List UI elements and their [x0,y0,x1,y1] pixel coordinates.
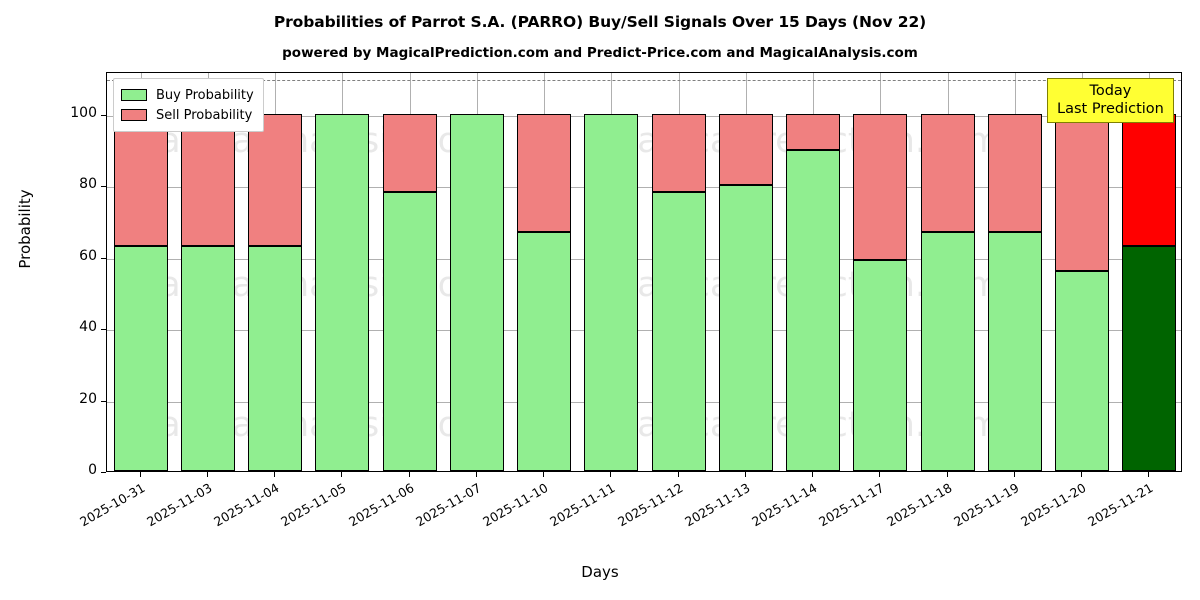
bar-group[interactable] [180,73,235,471]
bar-segment-buy[interactable] [113,246,168,471]
bar-segment-buy[interactable] [987,231,1042,471]
bar-segment-sell[interactable] [786,113,841,150]
bar-group[interactable] [987,73,1042,471]
legend-label-sell: Sell Probability [156,107,253,123]
x-axis-tick-mark [812,472,814,477]
x-axis-label: Days [581,563,619,581]
x-axis-tick-mark [139,472,141,477]
legend-label-buy: Buy Probability [156,87,254,103]
chart-subtitle: powered by MagicalPrediction.com and Pre… [282,45,918,61]
bar-group[interactable] [920,73,975,471]
bar-group[interactable] [113,73,168,471]
legend-swatch-buy [121,89,147,101]
bar-group[interactable] [248,73,303,471]
bar-group[interactable] [651,73,706,471]
bar-segment-buy[interactable] [584,113,639,471]
bar-segment-sell[interactable] [651,113,706,193]
gridline-horizontal [107,330,1181,332]
bar-group[interactable] [584,73,639,471]
gridline-horizontal [107,258,1181,260]
chart-legend: Buy Probability Sell Probability [113,78,264,132]
y-axis-tick-mark [101,329,106,331]
gridline-horizontal [107,401,1181,403]
y-axis-label: Probability [16,189,34,269]
bar-segment-buy[interactable] [853,260,908,471]
x-axis-tick-mark [610,472,612,477]
bar-group[interactable] [786,73,841,471]
bar-segment-buy[interactable] [1055,271,1110,471]
reference-line [107,80,1181,82]
bar-segment-buy[interactable] [651,192,706,471]
bar-segment-sell[interactable] [987,113,1042,232]
y-axis-tick-label: 100 [70,104,97,121]
x-axis-tick-mark [677,472,679,477]
y-axis-tick-mark [101,114,106,116]
bar-segment-buy[interactable] [786,149,841,471]
bar-group[interactable] [1122,73,1177,471]
bar-group[interactable] [853,73,908,471]
bar-segment-buy[interactable] [517,231,572,471]
bar-segment-sell[interactable] [517,113,572,232]
today-annotation-line1: Today [1089,83,1132,99]
x-axis-tick-mark [1148,472,1150,477]
x-axis-tick-mark [744,472,746,477]
x-axis-tick-mark [274,472,276,477]
x-axis-tick-mark [946,472,948,477]
bar-group[interactable] [315,73,370,471]
y-axis-tick-label: 80 [79,176,97,193]
legend-item-sell[interactable]: Sell Probability [121,105,254,125]
today-annotation: Today Last Prediction [1047,78,1174,124]
bar-group[interactable] [517,73,572,471]
bar-segment-sell[interactable] [248,113,303,246]
bar-segment-sell[interactable] [1122,113,1177,246]
bar-group[interactable] [1055,73,1110,471]
x-axis-tick-mark [879,472,881,477]
x-axis-tick-mark [543,472,545,477]
y-axis-tick-label: 0 [88,462,97,478]
gridline-horizontal [107,187,1181,189]
bar-segment-sell[interactable] [920,113,975,232]
x-axis-tick-mark [408,472,410,477]
legend-swatch-sell [121,109,147,121]
bar-segment-sell[interactable] [853,113,908,261]
x-axis-tick-mark [1081,472,1083,477]
y-axis-tick-label: 20 [79,390,97,407]
chart-title: Probabilities of Parrot S.A. (PARRO) Buy… [273,13,927,31]
bar-segment-buy[interactable] [315,113,370,471]
bar-segment-sell[interactable] [113,113,168,246]
bar-segment-sell[interactable] [382,113,437,193]
x-axis-tick-mark [341,472,343,477]
plot-area: MagicalAnalysis.comMagicalPrediction.com… [106,72,1182,472]
bar-segment-buy[interactable] [382,192,437,471]
bar-segment-buy[interactable] [180,246,235,471]
bar-segment-buy[interactable] [248,246,303,471]
y-axis-tick-mark [101,400,106,402]
bar-segment-buy[interactable] [920,231,975,471]
bar-segment-buy[interactable] [1122,246,1177,471]
bar-group[interactable] [382,73,437,471]
today-annotation-line2: Last Prediction [1057,101,1164,118]
y-axis-tick-mark [101,257,106,259]
bar-segment-sell[interactable] [180,113,235,246]
gridline-horizontal [107,115,1181,117]
bar-segment-sell[interactable] [718,113,773,186]
y-axis-tick-mark [101,472,106,474]
bar-segment-buy[interactable] [718,185,773,471]
x-axis-tick-mark [1013,472,1015,477]
x-axis-tick-mark [475,472,477,477]
bar-group[interactable] [449,73,504,471]
bar-segment-buy[interactable] [449,113,504,471]
y-axis-tick-label: 40 [79,319,97,336]
y-axis-tick-mark [101,186,106,188]
legend-item-buy[interactable]: Buy Probability [121,85,254,105]
x-axis-tick-mark [206,472,208,477]
bar-group[interactable] [718,73,773,471]
bar-segment-sell[interactable] [1055,113,1110,271]
y-axis-tick-label: 60 [79,247,97,264]
